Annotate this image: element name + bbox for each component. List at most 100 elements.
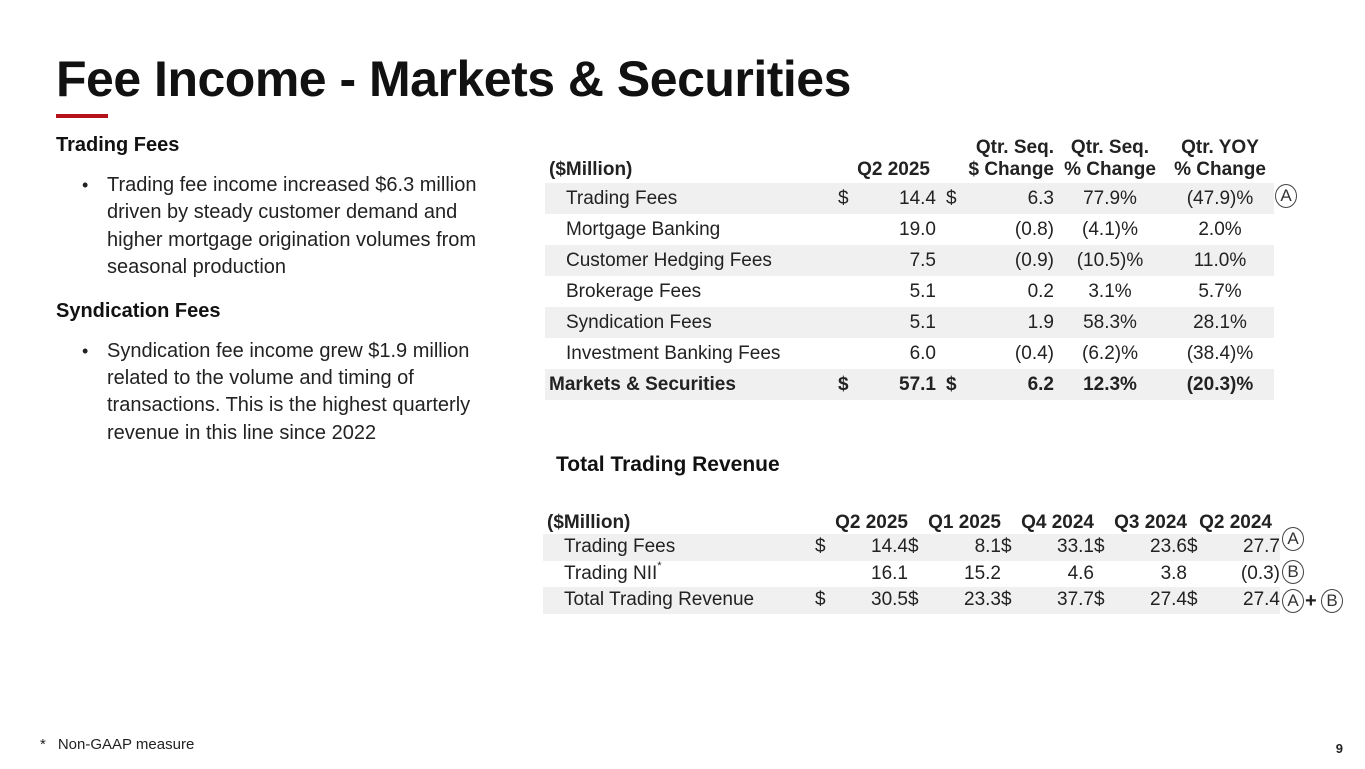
- table-row: Mortgage Banking 19.0 (0.8) (4.1)% 2.0%: [545, 214, 1274, 245]
- value-cell: 23.3: [926, 587, 1001, 614]
- row-label: Syndication Fees: [545, 307, 838, 338]
- currency-symbol: $: [1187, 534, 1205, 561]
- value-seq-pct: (10.5)%: [1054, 245, 1166, 276]
- value-cell: 27.4: [1205, 587, 1280, 614]
- value-cell: 16.1: [871, 562, 908, 584]
- column-header-period: Q4 2024: [1021, 512, 1094, 533]
- row-label: Brokerage Fees: [566, 280, 702, 302]
- header-line: Qtr. Seq.: [975, 137, 1054, 158]
- value-yoy-pct: (47.9)%: [1166, 183, 1274, 214]
- currency-symbol: [936, 245, 958, 276]
- header-line: Qtr. Seq.: [1070, 137, 1150, 158]
- value-cell: 33.1: [1019, 534, 1094, 561]
- marker-a-icon: A: [1282, 527, 1304, 551]
- value-cell: 8.1: [926, 534, 1001, 561]
- marker-a-icon: A: [1282, 589, 1304, 613]
- row-label: Customer Hedging Fees: [545, 245, 838, 276]
- marker-b-icon: B: [1282, 560, 1304, 584]
- currency-symbol: $: [908, 534, 926, 561]
- value-q2-2025: 57.1: [852, 369, 936, 400]
- trading-revenue-table: ($Million) Q2 2025 Q1 2025 Q4 2024 Q3 20…: [543, 508, 1280, 614]
- column-header-seq-pct: Qtr. Seq.% Change: [1054, 133, 1166, 183]
- plus-icon: +: [1305, 590, 1317, 612]
- value-seq-pct: 3.1%: [1088, 280, 1132, 302]
- commentary-panel: Trading Fees • Trading fee income increa…: [56, 132, 486, 463]
- bullet-syndication-fees: • Syndication fee income grew $1.9 milli…: [82, 338, 486, 448]
- row-label: Total Trading Revenue: [543, 587, 815, 614]
- value-cell: 4.6: [1067, 562, 1094, 584]
- unit-header: ($Million): [547, 512, 631, 533]
- value-seq-pct: 77.9%: [1054, 183, 1166, 214]
- value-yoy-pct: (20.3)%: [1166, 369, 1274, 400]
- currency-symbol: [936, 276, 958, 307]
- table-row: Brokerage Fees 5.1 0.2 3.1% 5.7%: [545, 276, 1274, 307]
- column-header-period: Q3 2024: [1114, 512, 1187, 533]
- currency-symbol: [815, 561, 833, 588]
- currency-symbol: [838, 214, 852, 245]
- value-cell: 37.7: [1019, 587, 1094, 614]
- currency-symbol: [936, 214, 958, 245]
- page-number: 9: [1335, 741, 1343, 756]
- currency-symbol: [1187, 561, 1205, 588]
- currency-symbol: [936, 338, 958, 369]
- value-q2-2025: 7.5: [852, 245, 936, 276]
- column-header-q2-2025: Q2 2025: [857, 159, 930, 180]
- bullet-trading-fees: • Trading fee income increased $6.3 mill…: [82, 172, 486, 282]
- table-total-row: Markets & Securities $ 57.1 $ 6.2 12.3% …: [545, 369, 1274, 400]
- table-row: Total Trading Revenue $ 30.5 $ 23.3 $ 37…: [543, 587, 1280, 614]
- currency-symbol: $: [815, 534, 833, 561]
- column-header-seq-dollar: Qtr. Seq. $ Change: [936, 133, 1054, 183]
- non-gaap-asterisk: *: [657, 559, 662, 572]
- table-row: Investment Banking Fees 6.0 (0.4) (6.2)%…: [545, 338, 1274, 369]
- value-q2-2025: 19.0: [899, 218, 936, 240]
- page-title: Fee Income - Markets & Securities: [56, 51, 851, 107]
- currency-symbol: $: [936, 369, 958, 400]
- value-cell: 3.8: [1160, 562, 1187, 584]
- currency-symbol: [838, 338, 852, 369]
- column-header-period: Q2 2024: [1199, 512, 1272, 533]
- value-cell: 27.7: [1205, 534, 1280, 561]
- value-seq-pct: 12.3%: [1054, 369, 1166, 400]
- currency-symbol: [1094, 561, 1112, 588]
- value-q2-2025: 14.4: [852, 183, 936, 214]
- currency-symbol: $: [1094, 587, 1112, 614]
- table-row: Customer Hedging Fees 7.5 (0.9) (10.5)% …: [545, 245, 1274, 276]
- table-row: Trading Fees $ 14.4 $ 8.1 $ 33.1 $ 23.6 …: [543, 534, 1280, 561]
- value-yoy-pct: 28.1%: [1166, 307, 1274, 338]
- value-cell: 30.5: [833, 587, 908, 614]
- currency-symbol: $: [1001, 587, 1019, 614]
- value-cell: 15.2: [964, 562, 1001, 584]
- currency-symbol: $: [908, 587, 926, 614]
- table-row: Trading Fees $ 14.4 $ 6.3 77.9% (47.9)%: [545, 183, 1274, 214]
- header-line: % Change: [1064, 159, 1156, 180]
- value-seq-change: 1.9: [958, 307, 1054, 338]
- bullet-text: Trading fee income increased $6.3 millio…: [107, 174, 477, 279]
- row-label: Trading Fees: [543, 534, 815, 561]
- currency-symbol: $: [838, 183, 852, 214]
- currency-symbol: $: [815, 587, 833, 614]
- table-row: Syndication Fees 5.1 1.9 58.3% 28.1%: [545, 307, 1274, 338]
- value-yoy-pct: 5.7%: [1198, 280, 1242, 302]
- section-heading-trading-fees: Trading Fees: [56, 134, 180, 156]
- value-seq-change: (0.9): [958, 245, 1054, 276]
- table-header-row: ($Million) Q2 2025 Q1 2025 Q4 2024 Q3 20…: [543, 508, 1280, 534]
- value-seq-pct: (4.1)%: [1082, 218, 1138, 240]
- value-seq-change: 0.2: [1027, 280, 1054, 302]
- row-label: Mortgage Banking: [566, 218, 721, 240]
- currency-symbol: [838, 307, 852, 338]
- footnote: * Non-GAAP measure: [40, 736, 194, 753]
- footnote-asterisk: *: [40, 736, 46, 753]
- currency-symbol: $: [936, 183, 958, 214]
- section-heading-syndication-fees: Syndication Fees: [56, 299, 221, 322]
- value-cell: 14.4: [833, 534, 908, 561]
- table-header-row: ($Million) Q2 2025 Qtr. Seq. $ Change Qtr…: [545, 133, 1274, 183]
- value-seq-change: 6.2: [958, 369, 1054, 400]
- currency-symbol: $: [1094, 534, 1112, 561]
- value-q2-2025: 5.1: [852, 307, 936, 338]
- value-yoy-pct: (38.4)%: [1186, 342, 1254, 364]
- currency-symbol: $: [838, 369, 852, 400]
- value-cell: (0.3): [1240, 562, 1280, 584]
- value-seq-pct: (6.2)%: [1082, 342, 1138, 364]
- row-label: Trading Fees: [545, 183, 838, 214]
- currency-symbol: [838, 276, 852, 307]
